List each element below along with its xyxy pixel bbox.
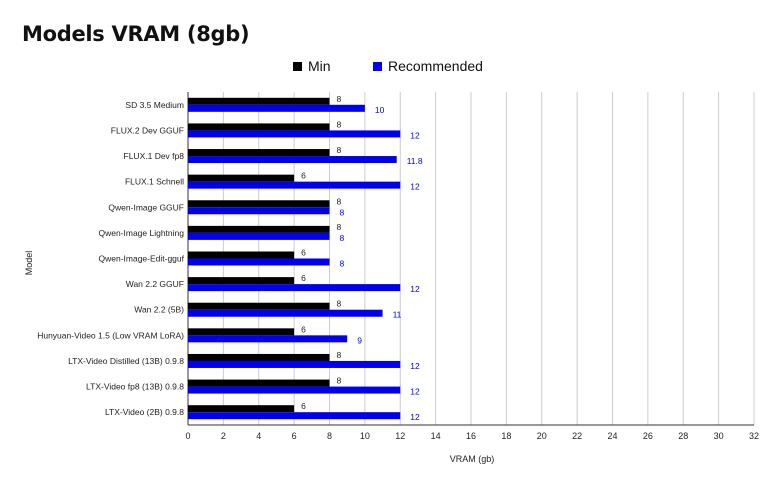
y-tick-label: Qwen-Image-Edit-gguf <box>98 254 184 264</box>
x-tick-label: 16 <box>466 431 476 441</box>
bar-recommended <box>188 104 365 112</box>
bar-min <box>188 251 295 259</box>
x-tick-label: 12 <box>395 431 405 441</box>
bar-min <box>188 328 295 336</box>
y-tick-label: FLUX.1 Schnell <box>125 177 184 187</box>
data-label-min: 8 <box>337 196 342 206</box>
x-tick-label: 30 <box>714 431 724 441</box>
legend-item-recommended: Recommended <box>373 58 483 74</box>
bar-min <box>188 123 330 131</box>
data-label-min: 8 <box>337 222 342 232</box>
y-tick-label: FLUX.2 Dev GGUF <box>111 125 184 135</box>
x-tick-label: 8 <box>327 431 332 441</box>
data-label-min: 8 <box>337 350 342 360</box>
bar-min <box>188 353 330 361</box>
legend: Min Recommended <box>0 58 780 78</box>
data-label-recommended: 12 <box>410 412 420 422</box>
bar-min <box>188 302 330 310</box>
bar-recommended <box>188 309 383 317</box>
x-tick-label: 0 <box>185 431 190 441</box>
bar-recommended <box>188 181 401 189</box>
data-label-min: 6 <box>301 273 306 283</box>
x-tick-label: 14 <box>431 431 441 441</box>
bar-recommended <box>188 284 401 292</box>
x-tick-label: 22 <box>572 431 582 441</box>
bar-min <box>188 277 295 285</box>
data-label-recommended: 12 <box>410 387 420 397</box>
data-label-min: 8 <box>337 145 342 155</box>
y-tick-label: Qwen-Image GGUF <box>108 202 184 212</box>
bar-recommended <box>188 360 401 368</box>
data-label-recommended: 8 <box>340 259 345 269</box>
x-tick-label: 20 <box>537 431 547 441</box>
bar-min <box>188 174 295 182</box>
y-tick-label: FLUX.1 Dev fp8 <box>124 151 185 161</box>
data-label-min: 8 <box>337 94 342 104</box>
bar-recommended <box>188 258 330 266</box>
legend-label-min: Min <box>308 58 331 74</box>
data-label-min: 6 <box>301 401 306 411</box>
y-tick-label: LTX-Video (2B) 0.9.8 <box>105 407 184 417</box>
bar-recommended <box>188 156 397 164</box>
data-label-recommended: 12 <box>410 130 420 140</box>
bar-min <box>188 379 330 387</box>
bar-min <box>188 149 330 157</box>
bar-recommended <box>188 130 401 138</box>
x-tick-label: 10 <box>360 431 370 441</box>
bar-recommended <box>188 412 401 420</box>
data-label-recommended: 10 <box>375 105 385 115</box>
data-label-min: 6 <box>301 171 306 181</box>
y-tick-label: Hunyuan-Video 1.5 (Low VRAM LoRA) <box>37 330 184 340</box>
data-label-recommended: 8 <box>340 207 345 217</box>
x-tick-label: 24 <box>607 431 617 441</box>
bar-min <box>188 97 330 105</box>
gridlines <box>187 92 755 426</box>
legend-label-recommended: Recommended <box>388 58 483 74</box>
x-tick-label: 18 <box>501 431 511 441</box>
y-tick-label: SD 3.5 Medium <box>125 100 184 110</box>
x-tick-label: 6 <box>292 431 297 441</box>
x-axis-label: VRAM (gb) <box>450 454 495 464</box>
data-label-recommended: 12 <box>410 361 420 371</box>
bars <box>188 97 401 420</box>
bar-min <box>188 225 330 233</box>
data-label-min: 8 <box>337 119 342 129</box>
data-label-min: 6 <box>301 324 306 334</box>
x-tick-label: 26 <box>643 431 653 441</box>
bar-recommended <box>188 207 330 215</box>
data-label-recommended: 11 <box>393 310 402 320</box>
x-tick-label: 4 <box>256 431 261 441</box>
data-label-recommended: 9 <box>357 335 362 345</box>
data-label-recommended: 12 <box>410 284 420 294</box>
x-tick-label: 28 <box>678 431 688 441</box>
data-label-min: 8 <box>337 299 342 309</box>
data-label-min: 8 <box>337 376 342 386</box>
y-tick-label: Wan 2.2 GGUF <box>126 279 184 289</box>
x-tick-label: 2 <box>221 431 226 441</box>
data-label-recommended: 12 <box>410 182 420 192</box>
data-label-min: 6 <box>301 248 306 258</box>
bar-min <box>188 200 330 208</box>
bar-recommended <box>188 232 330 240</box>
bar-min <box>188 405 295 413</box>
bar-recommended <box>188 386 401 394</box>
x-tick-label: 32 <box>749 431 759 441</box>
y-tick-label: Wan 2.2 (5B) <box>134 305 184 315</box>
data-label-recommended: 8 <box>340 233 345 243</box>
y-tick-label: LTX-Video fp8 (13B) 0.9.8 <box>86 382 184 392</box>
chart-title: Models VRAM (8gb) <box>22 22 250 46</box>
y-tick-label: LTX-Video Distilled (13B) 0.9.8 <box>68 356 184 366</box>
legend-item-min: Min <box>293 58 331 74</box>
y-axis-label: Model <box>24 251 34 276</box>
legend-swatch-min <box>293 61 302 71</box>
legend-swatch-recommended <box>373 61 382 71</box>
y-tick-label: Qwen-Image Lightning <box>98 228 184 238</box>
data-label-recommended: 11.8 <box>407 156 423 166</box>
bar-recommended <box>188 335 348 343</box>
